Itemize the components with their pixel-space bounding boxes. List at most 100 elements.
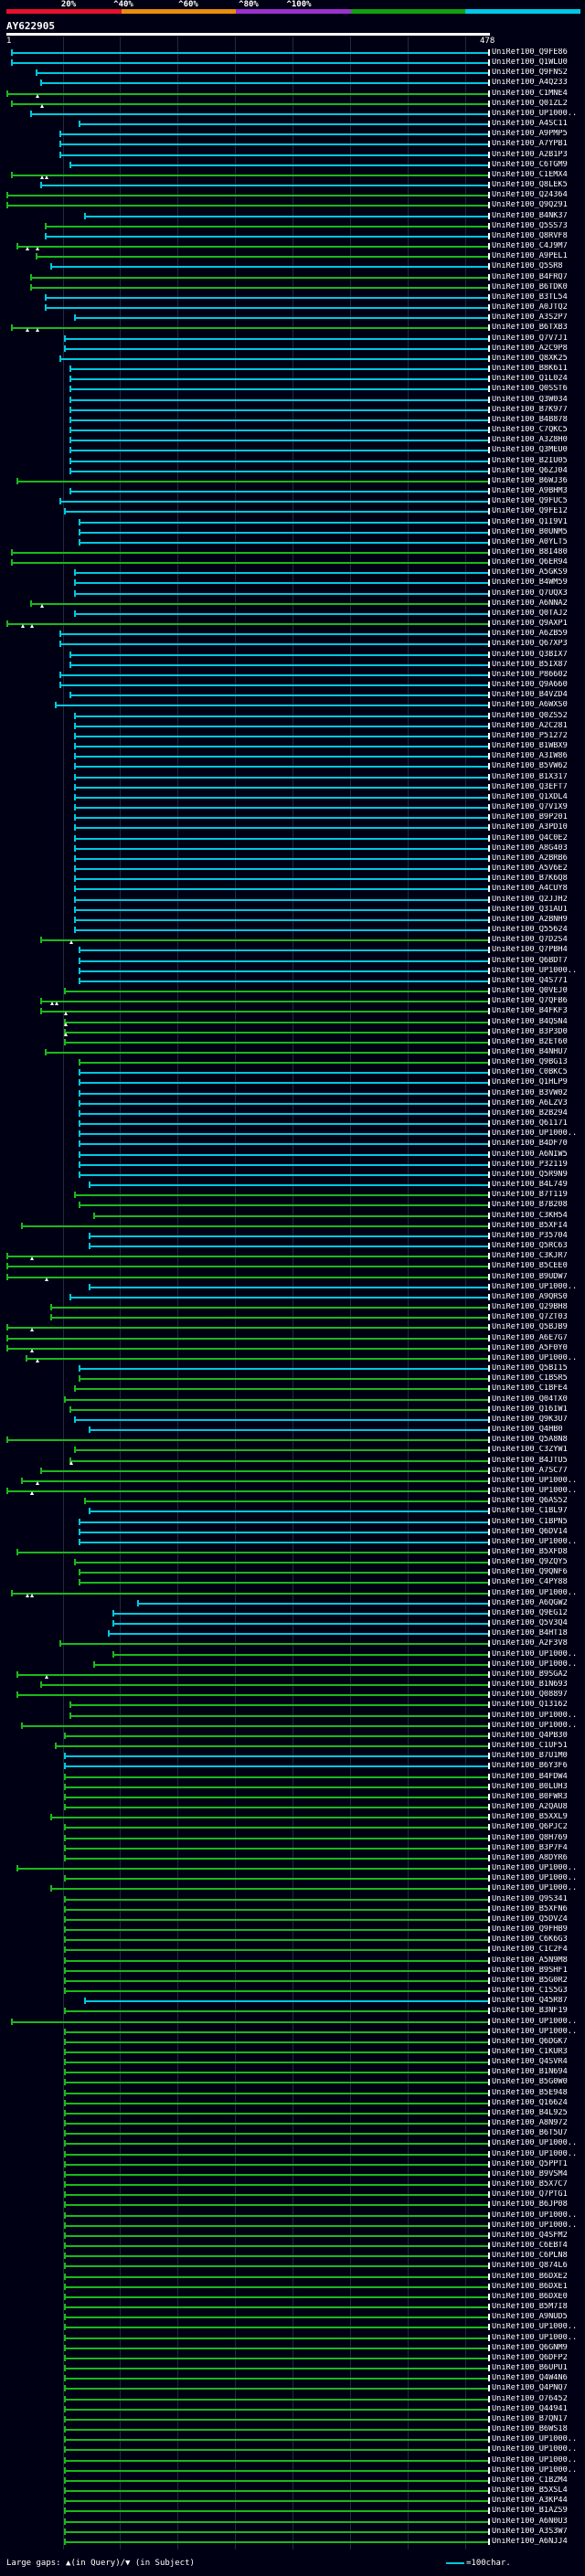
alignment-row[interactable]: UniRef100_C7QKC5 [0, 426, 585, 434]
alignment-row[interactable]: UniRef100_Q7PTG1 [0, 2190, 585, 2199]
alignment-row[interactable]: UniRef100_B6DXE1 [0, 2283, 585, 2291]
hit-id-label[interactable]: UniRef100_A2QAU8 [492, 1803, 568, 1812]
alignment-row[interactable]: UniRef100_B2B294 [0, 1109, 585, 1118]
alignment-row[interactable]: UniRef100_B4HT18 [0, 1629, 585, 1638]
alignment-row[interactable]: UniRef100_UP1000.. [0, 1283, 585, 1291]
hit-id-label[interactable]: UniRef100_P35704 [492, 1231, 568, 1240]
alignment-row[interactable]: UniRef100_B6TDK0 [0, 283, 585, 292]
alignment-row[interactable]: UniRef100_C1KUR3 [0, 2048, 585, 2056]
hit-id-label[interactable]: UniRef100_A3KP44 [492, 2496, 568, 2506]
alignment-row[interactable]: UniRef100_B4NHU7 [0, 1048, 585, 1056]
hit-id-label[interactable]: UniRef100_A4Q233 [492, 79, 568, 88]
alignment-row[interactable]: UniRef100_UP1000.. [0, 2323, 585, 2331]
hit-id-label[interactable]: UniRef100_B6DXE0 [492, 2292, 568, 2301]
alignment-row[interactable]: UniRef100_Q1XDL4 [0, 793, 585, 801]
hit-id-label[interactable]: UniRef100_UP1000.. [492, 2027, 578, 2036]
alignment-row[interactable]: UniRef100_Q8H769 [0, 1834, 585, 1842]
hit-id-label[interactable]: UniRef100_Q9S341 [492, 1894, 568, 1903]
alignment-row[interactable]: UniRef100_Q0ZS52 [0, 712, 585, 720]
alignment-row[interactable]: UniRef100_Q2JJH2 [0, 896, 585, 904]
hit-id-label[interactable]: UniRef100_C1MNE4 [492, 89, 568, 98]
alignment-row[interactable]: UniRef100_A6NJJ4 [0, 2538, 585, 2546]
hit-id-label[interactable]: UniRef100_Q7V1X9 [492, 803, 568, 812]
alignment-row[interactable]: UniRef100_B6T5U7 [0, 2129, 585, 2137]
hit-id-label[interactable]: UniRef100_A6ZB59 [492, 630, 568, 639]
alignment-row[interactable]: UniRef100_Q61171 [0, 1119, 585, 1128]
alignment-row[interactable]: UniRef100_Q7QFB6 [0, 997, 585, 1006]
hit-id-label[interactable]: UniRef100_B7K6Q8 [492, 875, 568, 884]
alignment-row[interactable]: UniRef100_UP1000.. [0, 2211, 585, 2220]
alignment-row[interactable]: UniRef100_UP1000.. [0, 2445, 585, 2454]
hit-id-label[interactable]: UniRef100_A9BHM3 [492, 487, 568, 496]
hit-id-label[interactable]: UniRef100_C1UF51 [492, 1742, 568, 1751]
alignment-row[interactable]: UniRef100_Q5SR8 [0, 262, 585, 270]
hit-id-label[interactable]: UniRef100_B1AZS9 [492, 2507, 568, 2516]
alignment-row[interactable]: UniRef100_A2F3V8 [0, 1639, 585, 1648]
alignment-row[interactable]: UniRef100_Q4SVR4 [0, 2058, 585, 2066]
alignment-row[interactable]: UniRef100_Q6DFP2 [0, 2354, 585, 2362]
hit-id-label[interactable]: UniRef100_A6E7G7 [492, 1333, 568, 1342]
alignment-row[interactable]: UniRef100_UP1000.. [0, 2334, 585, 2342]
hit-id-label[interactable]: UniRef100_Q04TX0 [492, 1394, 568, 1404]
hit-id-label[interactable]: UniRef100_Q4W4N6 [492, 2374, 568, 2383]
hit-id-label[interactable]: UniRef100_UP1000.. [492, 1353, 578, 1362]
hit-id-label[interactable]: UniRef100_UP1000.. [492, 1537, 578, 1546]
alignment-row[interactable]: UniRef100_A9QRS0 [0, 1293, 585, 1301]
hit-id-label[interactable]: UniRef100_A4CUY8 [492, 885, 568, 894]
alignment-row[interactable]: UniRef100_A8G403 [0, 844, 585, 853]
alignment-row[interactable]: UniRef100_B2ET60 [0, 1038, 585, 1046]
hit-id-label[interactable]: UniRef100_Q1XDL4 [492, 792, 568, 801]
hit-id-label[interactable]: UniRef100_B6TDK0 [492, 282, 568, 292]
alignment-row[interactable]: UniRef100_P86602 [0, 671, 585, 679]
hit-id-label[interactable]: UniRef100_Q24364 [492, 191, 568, 200]
hit-id-label[interactable]: UniRef100_C7QKC5 [492, 426, 568, 435]
alignment-row[interactable]: UniRef100_A2BNH9 [0, 916, 585, 924]
alignment-row[interactable]: UniRef100_A9PEL1 [0, 252, 585, 260]
hit-id-label[interactable]: UniRef100_B7U1M0 [492, 1752, 568, 1761]
hit-id-label[interactable]: UniRef100_B2B294 [492, 1108, 568, 1118]
alignment-row[interactable]: UniRef100_UP1000.. [0, 1477, 585, 1485]
hit-id-label[interactable]: UniRef100_B1X317 [492, 772, 568, 781]
alignment-row[interactable]: UniRef100_Q13162 [0, 1701, 585, 1709]
alignment-row[interactable]: UniRef100_Q6BDT7 [0, 957, 585, 965]
alignment-row[interactable]: UniRef100_Q4C0E2 [0, 834, 585, 843]
hit-id-label[interactable]: UniRef100_B9SGA2 [492, 1670, 568, 1679]
alignment-row[interactable]: UniRef100_A6NNA2 [0, 599, 585, 608]
hit-id-label[interactable]: UniRef100_Q2JJH2 [492, 895, 568, 904]
hit-id-label[interactable]: UniRef100_B6WJ36 [492, 476, 568, 485]
hit-id-label[interactable]: UniRef100_Q6DFP2 [492, 2353, 568, 2362]
hit-id-label[interactable]: UniRef100_UP1000.. [492, 1649, 578, 1659]
alignment-row[interactable]: UniRef100_A5N9M8 [0, 1956, 585, 1965]
alignment-row[interactable]: UniRef100_Q1WLU0 [0, 58, 585, 67]
alignment-row[interactable]: UniRef100_Q8RVF8 [0, 232, 585, 240]
alignment-row[interactable]: UniRef100_Q4S771 [0, 977, 585, 985]
alignment-row[interactable]: UniRef100_C3KJR7 [0, 1252, 585, 1261]
hit-id-label[interactable]: UniRef100_UP1000.. [492, 2017, 578, 2026]
alignment-row[interactable]: UniRef100_Q08897 [0, 1691, 585, 1699]
hit-id-label[interactable]: UniRef100_Q9A660 [492, 681, 568, 690]
hit-id-label[interactable]: UniRef100_Q6ER94 [492, 558, 568, 567]
alignment-row[interactable]: UniRef100_Q9K3U7 [0, 1415, 585, 1424]
hit-id-label[interactable]: UniRef100_B9UDW7 [492, 1272, 568, 1281]
alignment-row[interactable]: UniRef100_B5XFN6 [0, 1905, 585, 1913]
hit-id-label[interactable]: UniRef100_B5IX87 [492, 660, 568, 669]
alignment-row[interactable]: UniRef100_C1BPN5 [0, 1518, 585, 1526]
hit-id-label[interactable]: UniRef100_C6K6G3 [492, 1935, 568, 1945]
alignment-row[interactable]: UniRef100_B1N694 [0, 2068, 585, 2076]
hit-id-label[interactable]: UniRef100_Q13162 [492, 1701, 568, 1710]
hit-id-label[interactable]: UniRef100_Q5PPT1 [492, 2159, 568, 2168]
hit-id-label[interactable]: UniRef100_Q4SFM2 [492, 2231, 568, 2240]
alignment-row[interactable]: UniRef100_A3KP44 [0, 2496, 585, 2505]
hit-id-label[interactable]: UniRef100_Q0TAJ2 [492, 609, 568, 618]
alignment-row[interactable]: UniRef100_Q9BG13 [0, 1058, 585, 1066]
hit-id-label[interactable]: UniRef100_Q6DGK7 [492, 2037, 568, 2046]
hit-id-label[interactable]: UniRef100_Q9FE12 [492, 507, 568, 516]
alignment-row[interactable]: UniRef100_UP1000.. [0, 1650, 585, 1659]
hit-id-label[interactable]: UniRef100_A8G403 [492, 843, 568, 853]
alignment-row[interactable]: UniRef100_B3P3D0 [0, 1028, 585, 1036]
alignment-row[interactable]: UniRef100_A2QAU8 [0, 1803, 585, 1811]
hit-id-label[interactable]: UniRef100_B1N693 [492, 1680, 568, 1690]
hit-id-label[interactable]: UniRef100_B3P3D0 [492, 1027, 568, 1036]
hit-id-label[interactable]: UniRef100_Q8LEK5 [492, 181, 568, 190]
hit-id-label[interactable]: UniRef100_B4DF70 [492, 1140, 568, 1149]
